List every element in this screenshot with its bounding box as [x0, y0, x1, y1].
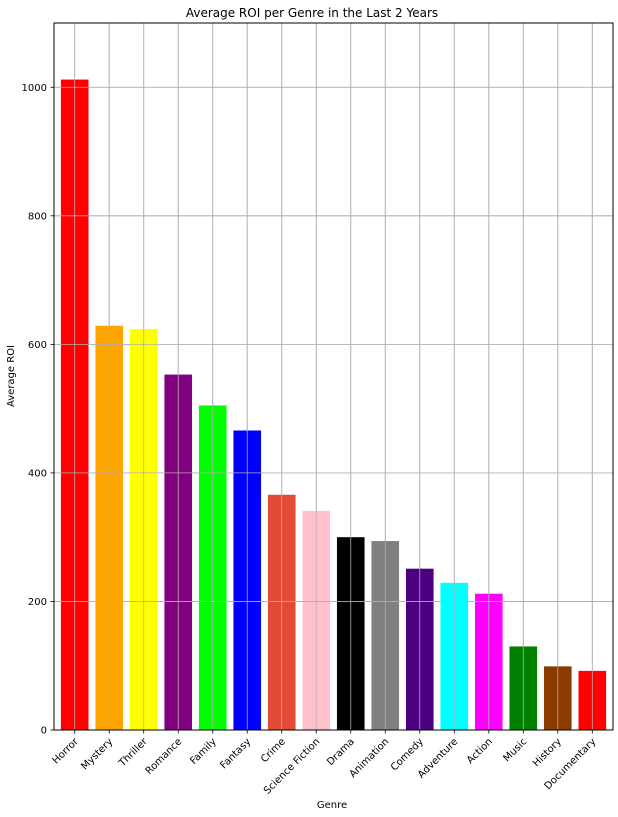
y-tick-label: 0 [41, 726, 47, 737]
y-tick-label: 400 [28, 468, 47, 479]
y-axis-label: Average ROI [6, 345, 17, 407]
y-tick-label: 1000 [22, 83, 47, 94]
chart-title: Average ROI per Genre in the Last 2 Year… [186, 6, 438, 20]
y-tick-label: 200 [28, 597, 47, 608]
y-axis-ticks: 0 200 400 600 800 1000 [22, 83, 54, 737]
x-axis-label: Genre [317, 800, 347, 811]
plot-frame [53, 22, 614, 731]
y-tick-label: 600 [28, 340, 47, 351]
y-tick-label: 800 [28, 211, 47, 222]
axes [53, 22, 614, 731]
bars [54, 23, 613, 731]
